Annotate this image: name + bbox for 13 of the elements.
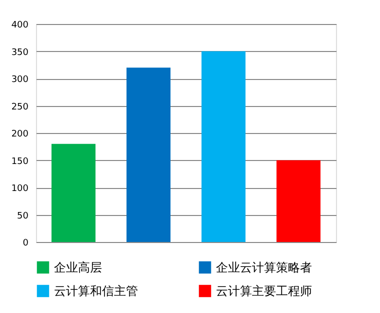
y-tick-label: 100 bbox=[11, 184, 29, 194]
y-tick-label: 350 bbox=[11, 48, 29, 58]
y-tick-label: 0 bbox=[22, 238, 29, 248]
legend-label: 企业高层 bbox=[54, 260, 102, 274]
legend-label: 企业云计算策略者 bbox=[216, 260, 312, 274]
legend-label: 云计算主要工程师 bbox=[216, 284, 312, 298]
y-tick-label: 250 bbox=[11, 102, 29, 112]
y-tick-label: 50 bbox=[17, 211, 29, 222]
y-tick-label: 150 bbox=[11, 156, 29, 167]
y-tick-label: 200 bbox=[11, 130, 29, 140]
legend-label: 云计算和信主管 bbox=[54, 284, 138, 298]
y-tick-label: 400 bbox=[11, 20, 29, 30]
y-tick-label: 300 bbox=[11, 75, 29, 85]
